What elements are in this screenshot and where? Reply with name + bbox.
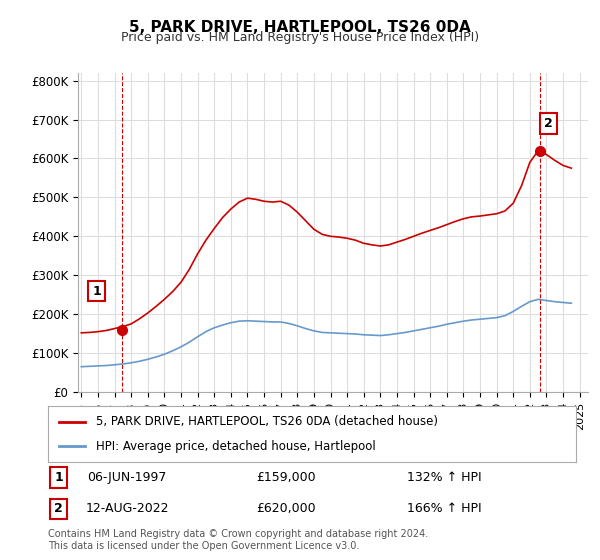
Text: £159,000: £159,000 (256, 471, 316, 484)
Text: Price paid vs. HM Land Registry's House Price Index (HPI): Price paid vs. HM Land Registry's House … (121, 31, 479, 44)
Text: 166% ↑ HPI: 166% ↑ HPI (407, 502, 481, 515)
Text: Contains HM Land Registry data © Crown copyright and database right 2024.
This d: Contains HM Land Registry data © Crown c… (48, 529, 428, 551)
Text: 5, PARK DRIVE, HARTLEPOOL, TS26 0DA (detached house): 5, PARK DRIVE, HARTLEPOOL, TS26 0DA (det… (95, 415, 437, 428)
Text: 2: 2 (54, 502, 63, 515)
Text: 1: 1 (54, 471, 63, 484)
Text: 5, PARK DRIVE, HARTLEPOOL, TS26 0DA: 5, PARK DRIVE, HARTLEPOOL, TS26 0DA (129, 20, 471, 35)
Text: 2: 2 (544, 117, 553, 130)
Text: £620,000: £620,000 (256, 502, 316, 515)
Text: 12-AUG-2022: 12-AUG-2022 (85, 502, 169, 515)
Text: 06-JUN-1997: 06-JUN-1997 (88, 471, 167, 484)
Text: HPI: Average price, detached house, Hartlepool: HPI: Average price, detached house, Hart… (95, 440, 375, 453)
Text: 1: 1 (92, 284, 101, 298)
Text: 132% ↑ HPI: 132% ↑ HPI (407, 471, 481, 484)
